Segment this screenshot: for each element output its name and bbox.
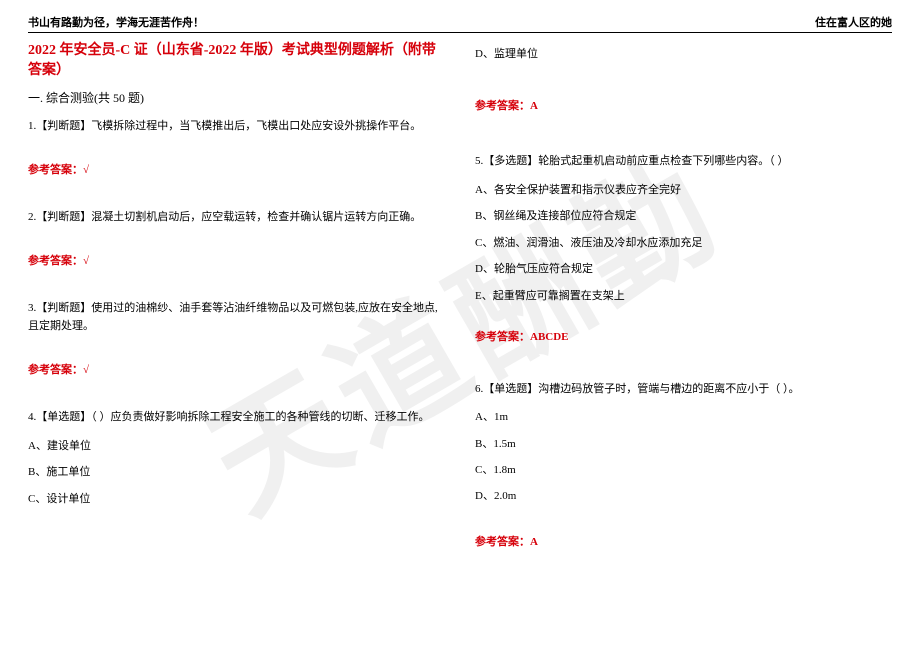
q5-option-b: B、钢丝绳及连接部位应符合规定: [475, 203, 892, 229]
question-3: 3.【判断题】使用过的油棉纱、油手套等沾油纤维物品以及可燃包装,应放在安全地点,…: [28, 300, 445, 379]
two-column-layout: 2022 年安全员-C 证（山东省-2022 年版）考试典型例题解析（附带答案）…: [28, 39, 892, 551]
question-4: 4.【单选题】（ ）应负责做好影响拆除工程安全施工的各种管线的切断、迁移工作。 …: [28, 409, 445, 512]
question-2: 2.【判断题】混凝土切割机启动后，应空载运转，检查并确认锯片运转方向正确。 参考…: [28, 209, 445, 270]
q5-stem: 5.【多选题】轮胎式起重机启动前应重点检查下列哪些内容。（ ）: [475, 153, 892, 171]
q4-option-d: D、监理单位: [475, 41, 892, 67]
q1-stem: 1.【判断题】飞模拆除过程中，当飞模推出后，飞模出口处应安设外挑操作平台。: [28, 118, 445, 136]
left-column: 2022 年安全员-C 证（山东省-2022 年版）考试典型例题解析（附带答案）…: [28, 39, 445, 551]
page-header: 书山有路勤为径，学海无涯苦作舟！ 住在富人区的她: [28, 14, 892, 33]
q6-option-d: D、2.0m: [475, 483, 892, 509]
question-5: 5.【多选题】轮胎式起重机启动前应重点检查下列哪些内容。（ ） A、各安全保护装…: [475, 153, 892, 346]
q5-option-e: E、起重臂应可靠搁置在支架上: [475, 283, 892, 309]
q4-stem: 4.【单选题】（ ）应负责做好影响拆除工程安全施工的各种管线的切断、迁移工作。: [28, 409, 445, 427]
section-heading: 一. 综合测验(共 50 题): [28, 89, 445, 106]
q5-answer: 参考答案：ABCDE: [475, 329, 892, 347]
q4-option-a: A、建设单位: [28, 433, 445, 459]
q6-option-c: C、1.8m: [475, 457, 892, 483]
q3-answer: 参考答案：√: [28, 362, 445, 380]
q5-option-d: D、轮胎气压应符合规定: [475, 256, 892, 282]
header-right: 住在富人区的她: [815, 14, 892, 30]
right-column: D、监理单位 参考答案：A 5.【多选题】轮胎式起重机启动前应重点检查下列哪些内…: [475, 39, 892, 551]
q6-stem: 6.【单选题】沟槽边码放管子时，管端与槽边的距离不应小于（ ）。: [475, 381, 892, 399]
q6-option-b: B、1.5m: [475, 431, 892, 457]
q4-answer: 参考答案：A: [475, 97, 892, 113]
q6-option-a: A、1m: [475, 404, 892, 430]
header-left: 书山有路勤为径，学海无涯苦作舟！: [28, 14, 204, 30]
q6-answer: 参考答案：A: [475, 534, 892, 552]
q3-stem: 3.【判断题】使用过的油棉纱、油手套等沾油纤维物品以及可燃包装,应放在安全地点,…: [28, 300, 445, 335]
page: 书山有路勤为径，学海无涯苦作舟！ 住在富人区的她 2022 年安全员-C 证（山…: [0, 0, 920, 565]
q2-answer: 参考答案：√: [28, 253, 445, 271]
question-6: 6.【单选题】沟槽边码放管子时，管端与槽边的距离不应小于（ ）。 A、1m B、…: [475, 381, 892, 552]
q1-answer: 参考答案：√: [28, 162, 445, 180]
q5-option-a: A、各安全保护装置和指示仪表应齐全完好: [475, 177, 892, 203]
q5-option-c: C、燃油、润滑油、液压油及冷却水应添加充足: [475, 230, 892, 256]
q2-stem: 2.【判断题】混凝土切割机启动后，应空载运转，检查并确认锯片运转方向正确。: [28, 209, 445, 227]
document-title: 2022 年安全员-C 证（山东省-2022 年版）考试典型例题解析（附带答案）: [28, 39, 445, 79]
q4-option-b: B、施工单位: [28, 459, 445, 485]
question-1: 1.【判断题】飞模拆除过程中，当飞模推出后，飞模出口处应安设外挑操作平台。 参考…: [28, 118, 445, 179]
q4-option-c: C、设计单位: [28, 486, 445, 512]
